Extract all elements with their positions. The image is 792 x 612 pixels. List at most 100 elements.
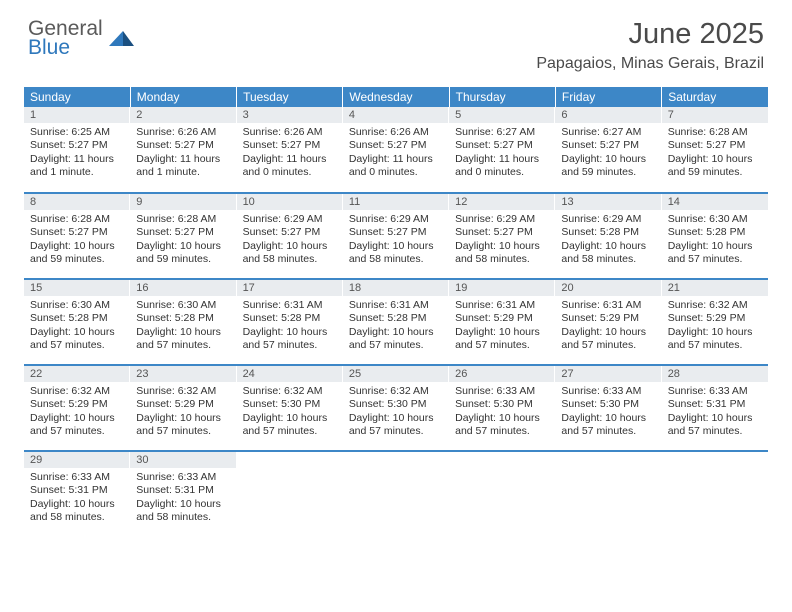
- day-body: Sunrise: 6:30 AMSunset: 5:28 PMDaylight:…: [24, 296, 130, 357]
- sunrise-line: Sunrise: 6:33 AM: [136, 471, 230, 484]
- calendar-week-row: 1Sunrise: 6:25 AMSunset: 5:27 PMDaylight…: [24, 107, 768, 193]
- day-body: Sunrise: 6:33 AMSunset: 5:30 PMDaylight:…: [449, 382, 555, 443]
- day-body: Sunrise: 6:26 AMSunset: 5:27 PMDaylight:…: [343, 123, 449, 184]
- daylight-line: Daylight: 10 hours and 57 minutes.: [455, 412, 549, 439]
- day-header-wednesday: Wednesday: [343, 87, 449, 107]
- logo-word-2: Blue: [28, 37, 103, 59]
- daylight-line: Daylight: 10 hours and 58 minutes.: [349, 240, 443, 267]
- day-header-sunday: Sunday: [24, 87, 130, 107]
- day-body: Sunrise: 6:32 AMSunset: 5:30 PMDaylight:…: [237, 382, 343, 443]
- calendar-week-row: 29Sunrise: 6:33 AMSunset: 5:31 PMDayligh…: [24, 451, 768, 537]
- logo-text: General Blue: [28, 18, 103, 59]
- daylight-line: Daylight: 10 hours and 58 minutes.: [243, 240, 337, 267]
- sunset-line: Sunset: 5:27 PM: [30, 139, 124, 152]
- sunset-line: Sunset: 5:28 PM: [349, 312, 443, 325]
- day-number: 17: [237, 280, 343, 296]
- sunset-line: Sunset: 5:29 PM: [136, 398, 230, 411]
- daylight-line: Daylight: 10 hours and 57 minutes.: [136, 326, 230, 353]
- sunset-line: Sunset: 5:27 PM: [136, 139, 230, 152]
- sunrise-line: Sunrise: 6:28 AM: [30, 213, 124, 226]
- sunset-line: Sunset: 5:27 PM: [349, 139, 443, 152]
- calendar-cell: 26Sunrise: 6:33 AMSunset: 5:30 PMDayligh…: [449, 365, 555, 451]
- daylight-line: Daylight: 10 hours and 57 minutes.: [668, 240, 762, 267]
- calendar-cell: 15Sunrise: 6:30 AMSunset: 5:28 PMDayligh…: [24, 279, 130, 365]
- day-header-monday: Monday: [130, 87, 236, 107]
- calendar-body: 1Sunrise: 6:25 AMSunset: 5:27 PMDaylight…: [24, 107, 768, 537]
- sunset-line: Sunset: 5:27 PM: [30, 226, 124, 239]
- daylight-line: Daylight: 10 hours and 57 minutes.: [243, 412, 337, 439]
- sunset-line: Sunset: 5:28 PM: [30, 312, 124, 325]
- daylight-line: Daylight: 10 hours and 57 minutes.: [30, 326, 124, 353]
- sunrise-line: Sunrise: 6:33 AM: [668, 385, 762, 398]
- sunrise-line: Sunrise: 6:32 AM: [349, 385, 443, 398]
- sunrise-line: Sunrise: 6:28 AM: [668, 126, 762, 139]
- day-body: Sunrise: 6:30 AMSunset: 5:28 PMDaylight:…: [130, 296, 236, 357]
- calendar-cell: 1Sunrise: 6:25 AMSunset: 5:27 PMDaylight…: [24, 107, 130, 193]
- daylight-line: Daylight: 10 hours and 57 minutes.: [30, 412, 124, 439]
- sunset-line: Sunset: 5:31 PM: [668, 398, 762, 411]
- sunrise-line: Sunrise: 6:30 AM: [668, 213, 762, 226]
- day-number: 7: [662, 107, 768, 123]
- daylight-line: Daylight: 10 hours and 57 minutes.: [243, 326, 337, 353]
- sunset-line: Sunset: 5:28 PM: [668, 226, 762, 239]
- calendar-cell: 16Sunrise: 6:30 AMSunset: 5:28 PMDayligh…: [130, 279, 236, 365]
- day-number: 22: [24, 366, 130, 382]
- day-number: 4: [343, 107, 449, 123]
- calendar-cell: [555, 451, 661, 537]
- day-number: 26: [449, 366, 555, 382]
- calendar-cell: 6Sunrise: 6:27 AMSunset: 5:27 PMDaylight…: [555, 107, 661, 193]
- daylight-line: Daylight: 10 hours and 59 minutes.: [668, 153, 762, 180]
- sunset-line: Sunset: 5:27 PM: [455, 226, 549, 239]
- sunset-line: Sunset: 5:30 PM: [349, 398, 443, 411]
- calendar-cell: 4Sunrise: 6:26 AMSunset: 5:27 PMDaylight…: [343, 107, 449, 193]
- calendar-cell: 25Sunrise: 6:32 AMSunset: 5:30 PMDayligh…: [343, 365, 449, 451]
- calendar-cell: 24Sunrise: 6:32 AMSunset: 5:30 PMDayligh…: [237, 365, 343, 451]
- daylight-line: Daylight: 10 hours and 59 minutes.: [30, 240, 124, 267]
- day-number: 29: [24, 452, 130, 468]
- sunset-line: Sunset: 5:28 PM: [243, 312, 337, 325]
- day-number: 10: [237, 194, 343, 210]
- sunrise-line: Sunrise: 6:30 AM: [136, 299, 230, 312]
- daylight-line: Daylight: 10 hours and 57 minutes.: [349, 412, 443, 439]
- daylight-line: Daylight: 10 hours and 57 minutes.: [561, 326, 655, 353]
- day-number: 21: [662, 280, 768, 296]
- day-number: 18: [343, 280, 449, 296]
- sunset-line: Sunset: 5:30 PM: [243, 398, 337, 411]
- calendar-cell: 20Sunrise: 6:31 AMSunset: 5:29 PMDayligh…: [555, 279, 661, 365]
- calendar-cell: 7Sunrise: 6:28 AMSunset: 5:27 PMDaylight…: [662, 107, 768, 193]
- calendar-cell: 12Sunrise: 6:29 AMSunset: 5:27 PMDayligh…: [449, 193, 555, 279]
- calendar-cell: 13Sunrise: 6:29 AMSunset: 5:28 PMDayligh…: [555, 193, 661, 279]
- day-number: 5: [449, 107, 555, 123]
- day-number: 8: [24, 194, 130, 210]
- day-header-row: SundayMondayTuesdayWednesdayThursdayFrid…: [24, 87, 768, 107]
- page-title: June 2025: [536, 18, 764, 51]
- day-body: Sunrise: 6:33 AMSunset: 5:31 PMDaylight:…: [130, 468, 236, 529]
- sunrise-line: Sunrise: 6:32 AM: [136, 385, 230, 398]
- calendar-table: SundayMondayTuesdayWednesdayThursdayFrid…: [24, 87, 768, 537]
- day-number: 16: [130, 280, 236, 296]
- day-number: 27: [555, 366, 661, 382]
- day-number: 13: [555, 194, 661, 210]
- sunrise-line: Sunrise: 6:29 AM: [455, 213, 549, 226]
- day-body: Sunrise: 6:32 AMSunset: 5:29 PMDaylight:…: [130, 382, 236, 443]
- sunset-line: Sunset: 5:30 PM: [561, 398, 655, 411]
- day-body: Sunrise: 6:29 AMSunset: 5:27 PMDaylight:…: [237, 210, 343, 271]
- calendar-cell: [449, 451, 555, 537]
- day-header-saturday: Saturday: [662, 87, 768, 107]
- sunset-line: Sunset: 5:27 PM: [561, 139, 655, 152]
- sunrise-line: Sunrise: 6:32 AM: [30, 385, 124, 398]
- day-body: Sunrise: 6:33 AMSunset: 5:31 PMDaylight:…: [662, 382, 768, 443]
- day-number: 3: [237, 107, 343, 123]
- day-body: Sunrise: 6:29 AMSunset: 5:27 PMDaylight:…: [449, 210, 555, 271]
- sunset-line: Sunset: 5:27 PM: [243, 139, 337, 152]
- sunrise-line: Sunrise: 6:27 AM: [561, 126, 655, 139]
- daylight-line: Daylight: 10 hours and 58 minutes.: [455, 240, 549, 267]
- title-block: June 2025 Papagaios, Minas Gerais, Brazi…: [536, 18, 764, 73]
- sunset-line: Sunset: 5:29 PM: [668, 312, 762, 325]
- calendar-cell: 3Sunrise: 6:26 AMSunset: 5:27 PMDaylight…: [237, 107, 343, 193]
- day-header-friday: Friday: [555, 87, 661, 107]
- calendar-cell: 30Sunrise: 6:33 AMSunset: 5:31 PMDayligh…: [130, 451, 236, 537]
- calendar-cell: 21Sunrise: 6:32 AMSunset: 5:29 PMDayligh…: [662, 279, 768, 365]
- calendar-cell: 11Sunrise: 6:29 AMSunset: 5:27 PMDayligh…: [343, 193, 449, 279]
- sunset-line: Sunset: 5:27 PM: [136, 226, 230, 239]
